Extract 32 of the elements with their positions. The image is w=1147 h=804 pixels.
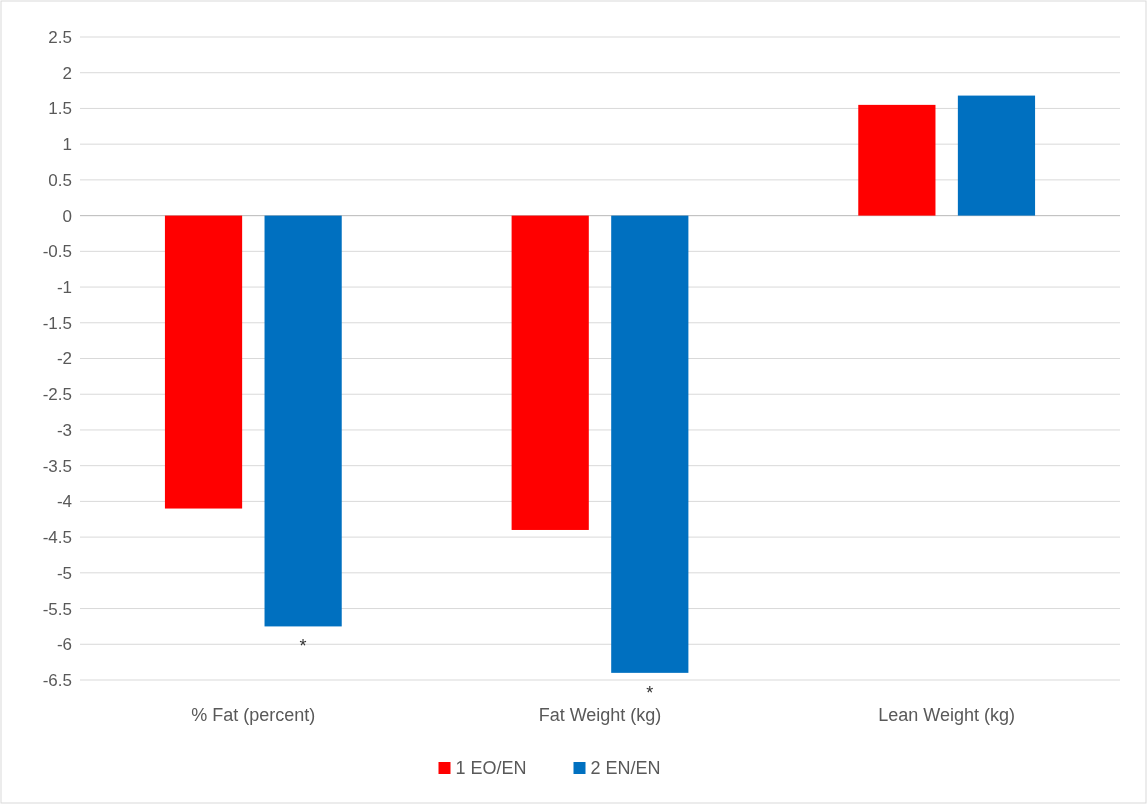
y-tick-label: -3 — [56, 420, 72, 440]
bar — [957, 95, 1036, 216]
y-tick-label: 1 — [62, 135, 72, 155]
bar — [511, 215, 589, 530]
y-tick-label: -6.5 — [42, 670, 72, 690]
y-tick-label: -1 — [56, 278, 72, 298]
y-tick-label: 2.5 — [48, 27, 72, 47]
y-tick-label: -3.5 — [42, 456, 72, 476]
bar — [858, 104, 936, 216]
y-tick-label: -5 — [56, 563, 72, 583]
y-tick-label: 0.5 — [48, 170, 72, 190]
annotation: * — [299, 636, 307, 657]
y-tick-label: -5.5 — [42, 599, 72, 619]
text: * — [646, 682, 654, 703]
legend-label: 2 EN/EN — [590, 758, 661, 779]
y-tick-label: -2.5 — [42, 385, 72, 405]
y-tick-label: -0.5 — [42, 242, 72, 262]
y-tick-label: 1.5 — [48, 99, 72, 119]
bar — [164, 215, 243, 509]
y-tick-label: 2 — [62, 63, 72, 83]
x-tick-label: Fat Weight (kg) — [538, 705, 662, 725]
y-tick-label: -2 — [56, 349, 72, 369]
legend-label: 1 EO/EN — [455, 758, 527, 779]
y-tick-label: -1.5 — [42, 313, 72, 333]
x-tick-label: Lean Weight (kg) — [878, 705, 1016, 725]
y-tick-label: -6 — [56, 635, 72, 655]
x-tick-label: % Fat (percent) — [191, 705, 316, 725]
y-tick-label: -4 — [56, 492, 72, 512]
y-tick-label: 0 — [62, 206, 72, 226]
y-tick-label: -4.5 — [42, 528, 72, 548]
bar — [611, 215, 689, 673]
bar — [264, 215, 342, 627]
